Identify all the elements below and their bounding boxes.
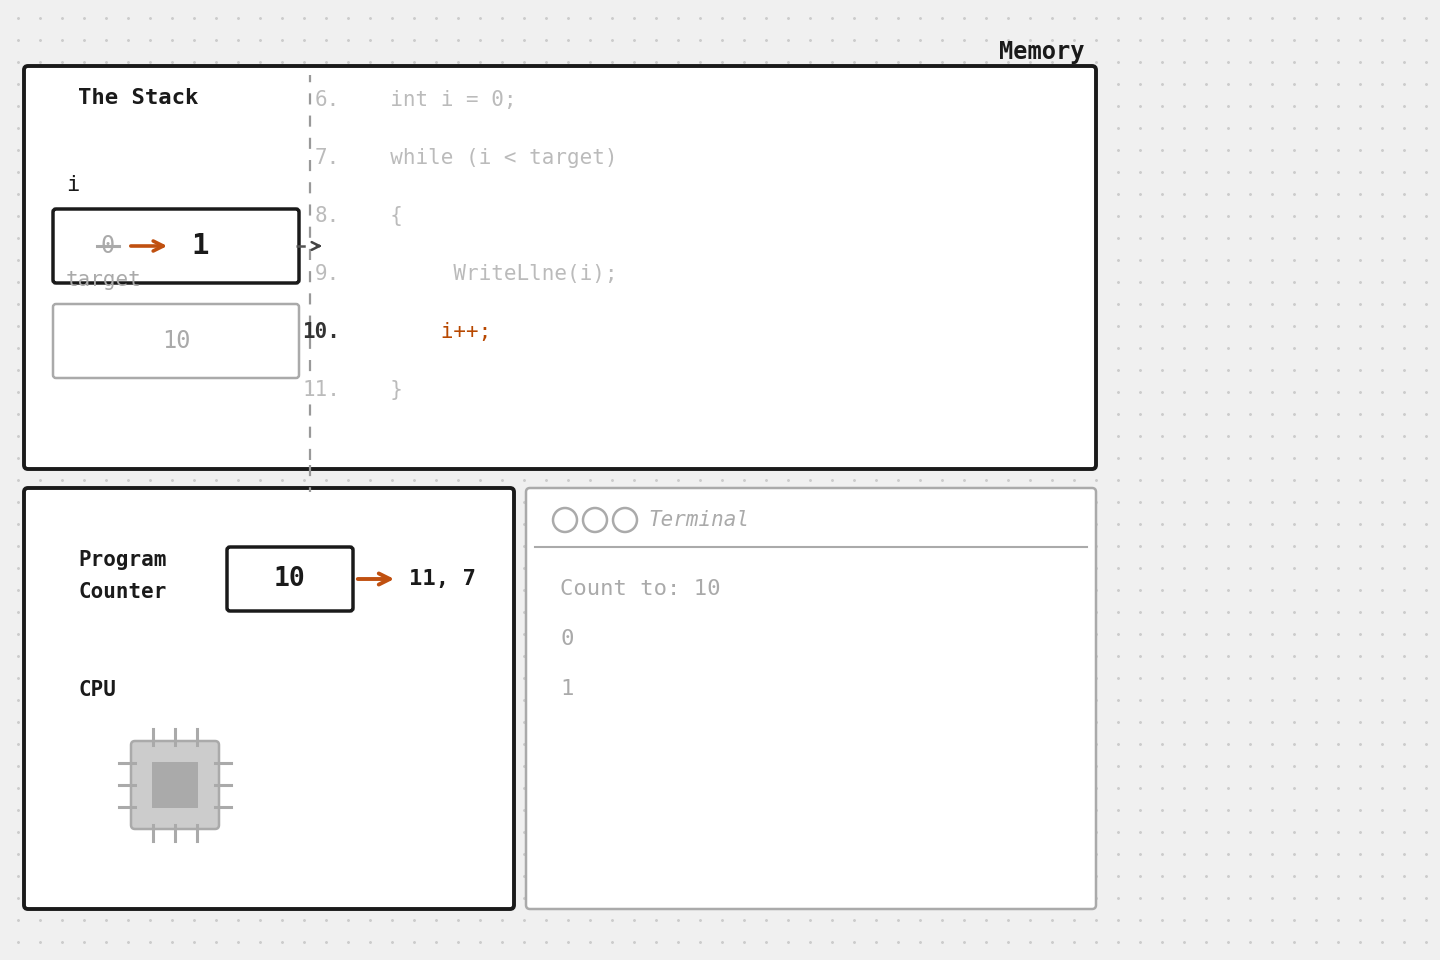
FancyBboxPatch shape [53, 209, 300, 283]
Text: CPU: CPU [78, 680, 115, 700]
Text: target: target [66, 270, 141, 290]
Text: Program: Program [78, 550, 167, 570]
Text: 1: 1 [560, 679, 573, 699]
Text: 11.: 11. [302, 380, 340, 400]
Text: 6.: 6. [315, 90, 340, 110]
Text: 8.: 8. [315, 206, 340, 226]
Text: 10: 10 [161, 329, 190, 353]
FancyBboxPatch shape [53, 304, 300, 378]
FancyBboxPatch shape [131, 741, 219, 829]
Text: 10.: 10. [302, 322, 340, 342]
Text: int i = 0;: int i = 0; [364, 90, 517, 110]
Text: Counter: Counter [78, 582, 167, 602]
FancyBboxPatch shape [526, 488, 1096, 909]
FancyBboxPatch shape [153, 763, 197, 807]
Text: 10: 10 [274, 566, 305, 592]
FancyBboxPatch shape [24, 488, 514, 909]
Text: }: } [364, 380, 403, 400]
Text: 0: 0 [101, 234, 115, 258]
Text: 1: 1 [192, 232, 209, 260]
Text: while (i < target): while (i < target) [364, 148, 618, 168]
Text: Memory: Memory [999, 40, 1084, 64]
FancyBboxPatch shape [24, 66, 1096, 469]
Text: i++;: i++; [364, 322, 491, 342]
Text: 0: 0 [560, 629, 573, 649]
Text: 7.: 7. [315, 148, 340, 168]
Text: i: i [66, 175, 79, 195]
Text: WriteLlne(i);: WriteLlne(i); [364, 264, 618, 284]
Text: {: { [364, 206, 403, 226]
Text: Terminal: Terminal [648, 510, 749, 530]
Text: 11, 7: 11, 7 [409, 569, 475, 589]
Text: Count to: 10: Count to: 10 [560, 579, 720, 599]
Text: The Stack: The Stack [78, 88, 199, 108]
Text: 9.: 9. [315, 264, 340, 284]
FancyBboxPatch shape [228, 547, 353, 611]
